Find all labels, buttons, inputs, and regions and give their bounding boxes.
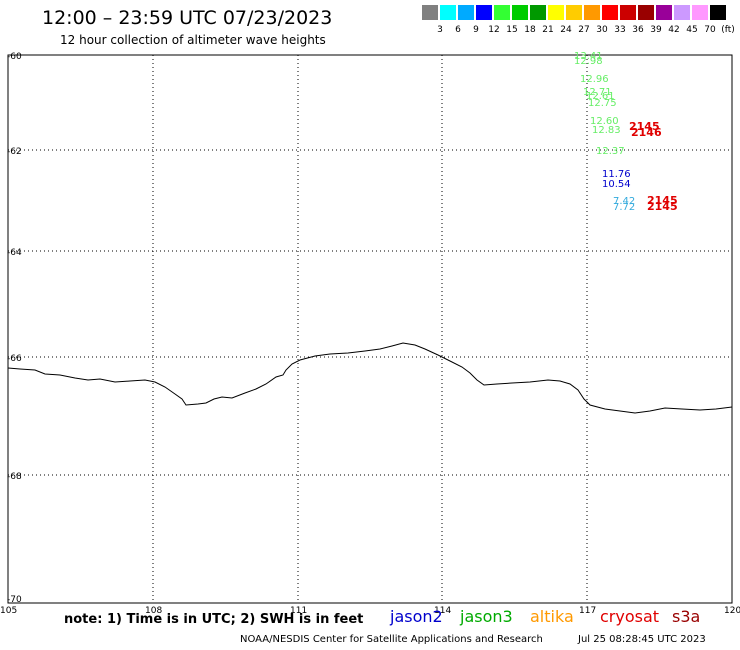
legend-swatch xyxy=(548,5,564,20)
wave-height-value: 7.42 xyxy=(613,196,635,207)
wave-height-value: 12.75 xyxy=(588,98,617,109)
legend-label: 39 xyxy=(650,25,662,35)
pass-time: 2145 xyxy=(629,120,660,133)
legend-label: 21 xyxy=(542,25,554,35)
legend-label: 9 xyxy=(473,25,479,35)
legend-label: 30 xyxy=(596,25,608,35)
pass-time: 2146 xyxy=(631,126,662,139)
page-title: 12:00 – 23:59 UTC 07/23/2023 xyxy=(42,7,333,29)
legend-swatch xyxy=(674,5,690,20)
wave-height-value: 12.37 xyxy=(596,146,625,157)
legend-swatch xyxy=(512,5,528,20)
lon-label: 105 xyxy=(0,606,17,616)
satellite-altika: altika xyxy=(530,607,574,626)
satellite-s3a: s3a xyxy=(672,607,701,626)
wave-height-value: 12.61 xyxy=(586,91,615,102)
legend-swatch xyxy=(656,5,672,20)
lon-label: 108 xyxy=(145,606,162,616)
satellite-cryosat: cryosat xyxy=(600,607,660,626)
wave-height-value: 10.54 xyxy=(602,179,631,190)
lon-label: 120 xyxy=(724,606,740,616)
pass-time: 2145 xyxy=(647,194,678,207)
pass-time-labels: 2145 2146 2145 2145 xyxy=(629,120,678,213)
legend-unit: (ft) xyxy=(721,25,735,35)
legend-label: 24 xyxy=(560,25,572,35)
lat-label: -64 xyxy=(7,248,22,258)
legend-swatch xyxy=(710,5,726,20)
legend-label: 12 xyxy=(488,25,500,35)
legend-swatch xyxy=(494,5,510,20)
footer-note: note: 1) Time is in UTC; 2) SWH is in fe… xyxy=(64,612,364,627)
wave-height-value: 12.83 xyxy=(592,125,621,136)
wave-height-value: 11.76 xyxy=(602,169,631,180)
lat-label: -70 xyxy=(7,595,22,605)
legend-swatch xyxy=(530,5,546,20)
legend-swatch xyxy=(566,5,582,20)
wave-height-value: 12.96 xyxy=(580,74,609,85)
lat-label: -66 xyxy=(7,354,22,364)
legend-label: 42 xyxy=(668,25,680,35)
satellite-jason3: jason3 xyxy=(460,607,513,626)
wave-height-value: 12.60 xyxy=(590,116,619,127)
pass-time: 2145 xyxy=(647,200,678,213)
legend-swatch xyxy=(422,5,438,20)
legend-swatch xyxy=(440,5,456,20)
legend-swatch xyxy=(458,5,474,20)
legend-swatch xyxy=(602,5,618,20)
graticule xyxy=(8,55,732,603)
wave-height-value: 12.98 xyxy=(574,56,603,67)
map-frame xyxy=(7,54,733,604)
legend-label: 33 xyxy=(614,25,626,35)
lat-label: -60 xyxy=(7,52,22,62)
latitude-labels: -60 -62 -64 -66 -68 -70 xyxy=(7,52,22,605)
credit-line: NOAA/NESDIS Center for Satellite Applica… xyxy=(240,634,543,645)
wave-height-value: 12.71 xyxy=(583,87,612,98)
legend-label: 27 xyxy=(578,25,590,35)
legend-swatch xyxy=(620,5,636,20)
wave-height-value: 13.41 xyxy=(574,51,603,62)
legend-swatch xyxy=(584,5,600,20)
lon-label: 111 xyxy=(290,606,307,616)
coastline xyxy=(7,342,733,414)
legend-label: 36 xyxy=(632,25,644,35)
legend-label: 3 xyxy=(437,25,443,35)
satellite-jason2: jason2 xyxy=(390,607,443,626)
lat-label: -62 xyxy=(7,147,22,157)
lon-label: 117 xyxy=(579,606,596,616)
legend-swatch xyxy=(638,5,654,20)
longitude-labels: 105 108 111 114 117 120 xyxy=(0,606,740,616)
wave-height-value: 7.72 xyxy=(613,202,635,213)
lon-label: 114 xyxy=(434,606,451,616)
legend-label: 70 xyxy=(704,25,716,35)
page-subtitle: 12 hour collection of altimeter wave hei… xyxy=(60,33,326,47)
legend-label: 15 xyxy=(506,25,518,35)
legend-label: 18 xyxy=(524,25,536,35)
lat-label: -68 xyxy=(7,472,22,482)
legend-label: 6 xyxy=(455,25,461,35)
legend-label: 45 xyxy=(686,25,698,35)
legend-swatch xyxy=(692,5,708,20)
legend-swatch xyxy=(476,5,492,20)
generated-timestamp: Jul 25 08:28:45 UTC 2023 xyxy=(578,634,706,645)
